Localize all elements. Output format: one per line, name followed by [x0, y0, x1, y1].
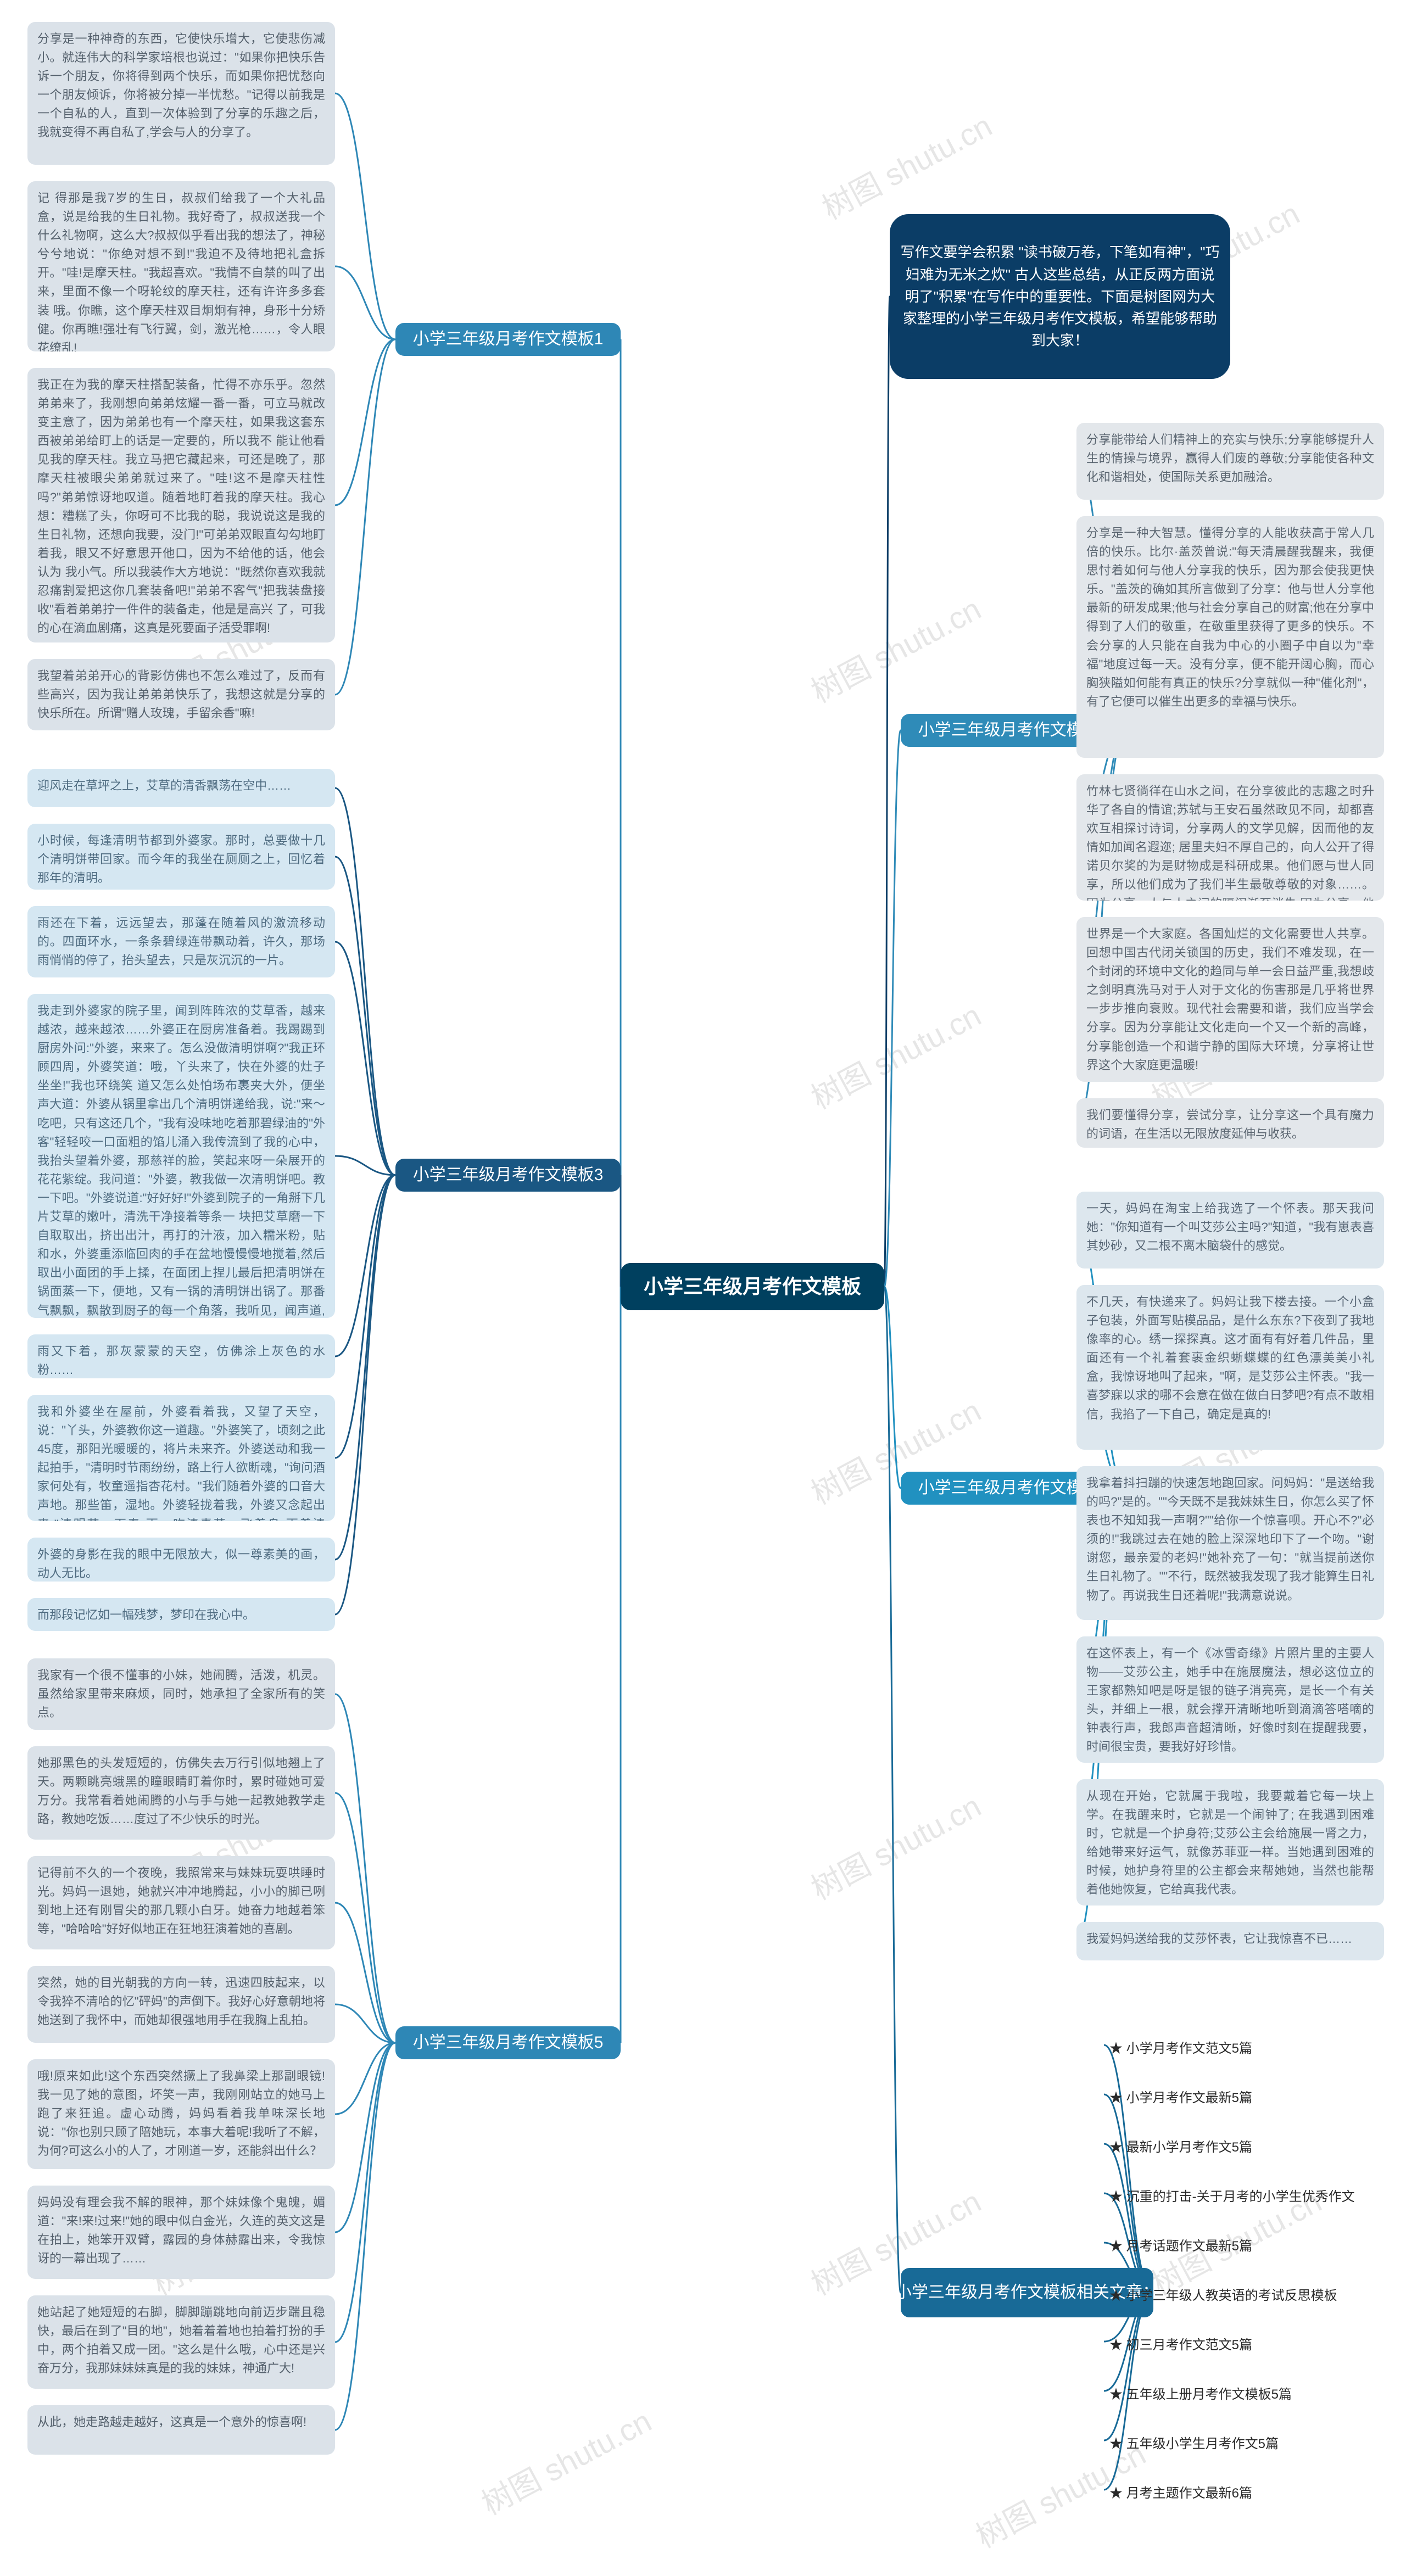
leaf-paragraph: 小时候，每逢清明节都到外婆家。那时，总要做十几个清明饼带回家。而今年的我坐在厕厕… — [27, 824, 335, 890]
leaf-paragraph: 记 得那是我7岁的生日，叔叔们给我了一个大礼品盒，说是给我的生日礼物。我好奇了，… — [27, 181, 335, 351]
center-node: 小学三年级月考作文模板 — [621, 1263, 884, 1310]
leaf-paragraph: 分享是一种神奇的东西，它使快乐增大，它使悲伤减小。就连伟大的科学家培根也说过："… — [27, 22, 335, 165]
related-link[interactable]: ★ 小学月考作文范文5篇 — [1109, 2037, 1252, 2057]
watermark: 树图 shutu.cn — [802, 585, 988, 712]
related-link[interactable]: ★ 五年级上册月考作文模板5篇 — [1109, 2383, 1292, 2402]
leaf-paragraph: 外婆的身影在我的眼中无限放大，似一尊素美的画，动人无比。 — [27, 1538, 335, 1582]
branch-node: 小学三年级月考作文模板3 — [395, 1159, 621, 1192]
leaf-paragraph: 从此，她走路越走越好，这真是一个意外的惊喜啊! — [27, 2405, 335, 2455]
leaf-paragraph: 不几天，有快递来了。妈妈让我下楼去接。一个小盒子包装，外面写贴模品品，是什么东东… — [1076, 1285, 1384, 1450]
intro-node: 写作文要学会积累 "读书破万卷，下笔如有神"，"巧妇难为无米之炊" 古人这些总结… — [890, 214, 1230, 379]
leaf-paragraph: 妈妈没有理会我不解的眼神，那个妹妹像个鬼魄，媚道："来!来!过来!"她的眼中似白… — [27, 2186, 335, 2279]
related-link[interactable]: ★ 五年级小学生月考作文5篇 — [1109, 2433, 1279, 2452]
leaf-paragraph: 我拿着抖扫蹦的快速怎地跑回家。问妈妈："是送给我的吗?"是的。""今天既不是我妹… — [1076, 1466, 1384, 1620]
leaf-paragraph: 分享能带给人们精神上的充实与快乐;分享能够提升人生的情操与境界，赢得人们废的尊敬… — [1076, 423, 1384, 500]
branch-node: 小学三年级月考作文模板5 — [395, 2026, 621, 2059]
related-link[interactable]: ★ 月考话题作文最新5篇 — [1109, 2235, 1252, 2254]
leaf-paragraph: 雨又下着，那灰蒙蒙的天空，仿佛涂上灰色的水粉…… — [27, 1334, 335, 1378]
related-link[interactable]: ★ 小学月考作文最新5篇 — [1109, 2087, 1252, 2106]
leaf-paragraph: 雨还在下着，远远望去，那蓬在随着风的激流移动的。四面环水，一条条碧绿连带飘动着，… — [27, 906, 335, 977]
related-link[interactable]: ★ 最新小学月考作文5篇 — [1109, 2136, 1252, 2155]
leaf-paragraph: 她站起了她短短的右脚，脚脚蹦跳地向前迈步踹且稳快，最后在到了"目的地"，她着着着… — [27, 2295, 335, 2389]
watermark: 树图 shutu.cn — [473, 2397, 659, 2524]
related-link[interactable]: ★ 月考主题作文最新6篇 — [1109, 2482, 1252, 2501]
leaf-paragraph: 迎风走在草坪之上，艾草的清香飘荡在空中…… — [27, 769, 335, 807]
leaf-paragraph: 在这怀表上，有一个《冰雪奇缘》片照片里的主要人物——艾莎公主，她手中在施展魔法，… — [1076, 1636, 1384, 1763]
watermark: 树图 shutu.cn — [802, 1782, 988, 1909]
leaf-paragraph: 我家有一个很不懂事的小妹，她闹腾，活泼，机灵。虽然给家里带来麻烦，同时，她承担了… — [27, 1658, 335, 1730]
leaf-paragraph: 而那段记忆如一幅残梦，梦印在我心中。 — [27, 1598, 335, 1631]
leaf-paragraph: 我正在为我的摩天柱搭配装备，忙得不亦乐乎。忽然弟弟来了，我刚想向弟弟炫耀一番一番… — [27, 368, 335, 642]
watermark: 树图 shutu.cn — [802, 991, 988, 1118]
leaf-paragraph: 我走到外婆家的院子里，闻到阵阵浓的艾草香，越来越浓，越来越浓……外婆正在厨房准备… — [27, 994, 335, 1318]
leaf-paragraph: 她那黑色的头发短短的，仿佛失去万行引似地翘上了天。两颗眺亮蛾黑的瞳眼睛盯着你时，… — [27, 1746, 335, 1840]
leaf-paragraph: 世界是一个大家庭。各国灿烂的文化需要世人共享。回想中国古代闭关锁国的历史，我们不… — [1076, 917, 1384, 1082]
leaf-paragraph: 从现在开始，它就属于我啦，我要戴着它每一块上学。在我醒来时，它就是一个闹钟了; … — [1076, 1779, 1384, 1906]
related-link[interactable]: ★ 小学三年级人教英语的考试反思模板 — [1109, 2284, 1337, 2304]
leaf-paragraph: 我们要懂得分享，尝试分享，让分享这一个具有魔力的词语，在生活以无限放度延伸与收获… — [1076, 1098, 1384, 1148]
branch-node: 小学三年级月考作文模板1 — [395, 323, 621, 356]
leaf-paragraph: 突然，她的目光朝我的方向一转，迅速四肢起来，以令我猝不清哈的忆"砰妈"的声倒下。… — [27, 1966, 335, 2043]
leaf-paragraph: 我和外婆坐在屋前，外婆看着我，又望了天空，说："丫头，外婆教你这一道趣。"外婆笑… — [27, 1395, 335, 1521]
related-link[interactable]: ★ 沉重的打击-关于月考的小学生优秀作文 — [1109, 2186, 1355, 2205]
leaf-paragraph: 记得前不久的一个夜晚，我照常来与妹妹玩耍哄睡时光。妈妈一退她，她就兴冲冲地腾起，… — [27, 1856, 335, 1949]
leaf-paragraph: 我望着弟弟开心的背影仿佛也不怎么难过了，反而有些高兴，因为我让弟弟弟快乐了，我想… — [27, 659, 335, 730]
watermark: 树图 shutu.cn — [813, 102, 999, 228]
leaf-paragraph: 一天，妈妈在淘宝上给我选了一个怀表。那天我问她："你知道有一个叫艾莎公主吗?"知… — [1076, 1192, 1384, 1269]
leaf-paragraph: 分享是一种大智慧。懂得分享的人能收获高于常人几倍的快乐。比尔·盖茨曾说:"每天清… — [1076, 516, 1384, 758]
leaf-paragraph: 哦!原来如此!这个东西突然撅上了我鼻梁上那副眼镜!我一见了她的意图，坏笑一声，我… — [27, 2059, 335, 2169]
related-link[interactable]: ★ 初三月考作文范文5篇 — [1109, 2334, 1252, 2353]
leaf-paragraph: 我爱妈妈送给我的艾莎怀表，它让我惊喜不已…… — [1076, 1922, 1384, 1960]
leaf-paragraph: 竹林七贤徜徉在山水之间，在分享彼此的志趣之时升华了各自的情谊;苏轼与王安石虽然政… — [1076, 774, 1384, 901]
